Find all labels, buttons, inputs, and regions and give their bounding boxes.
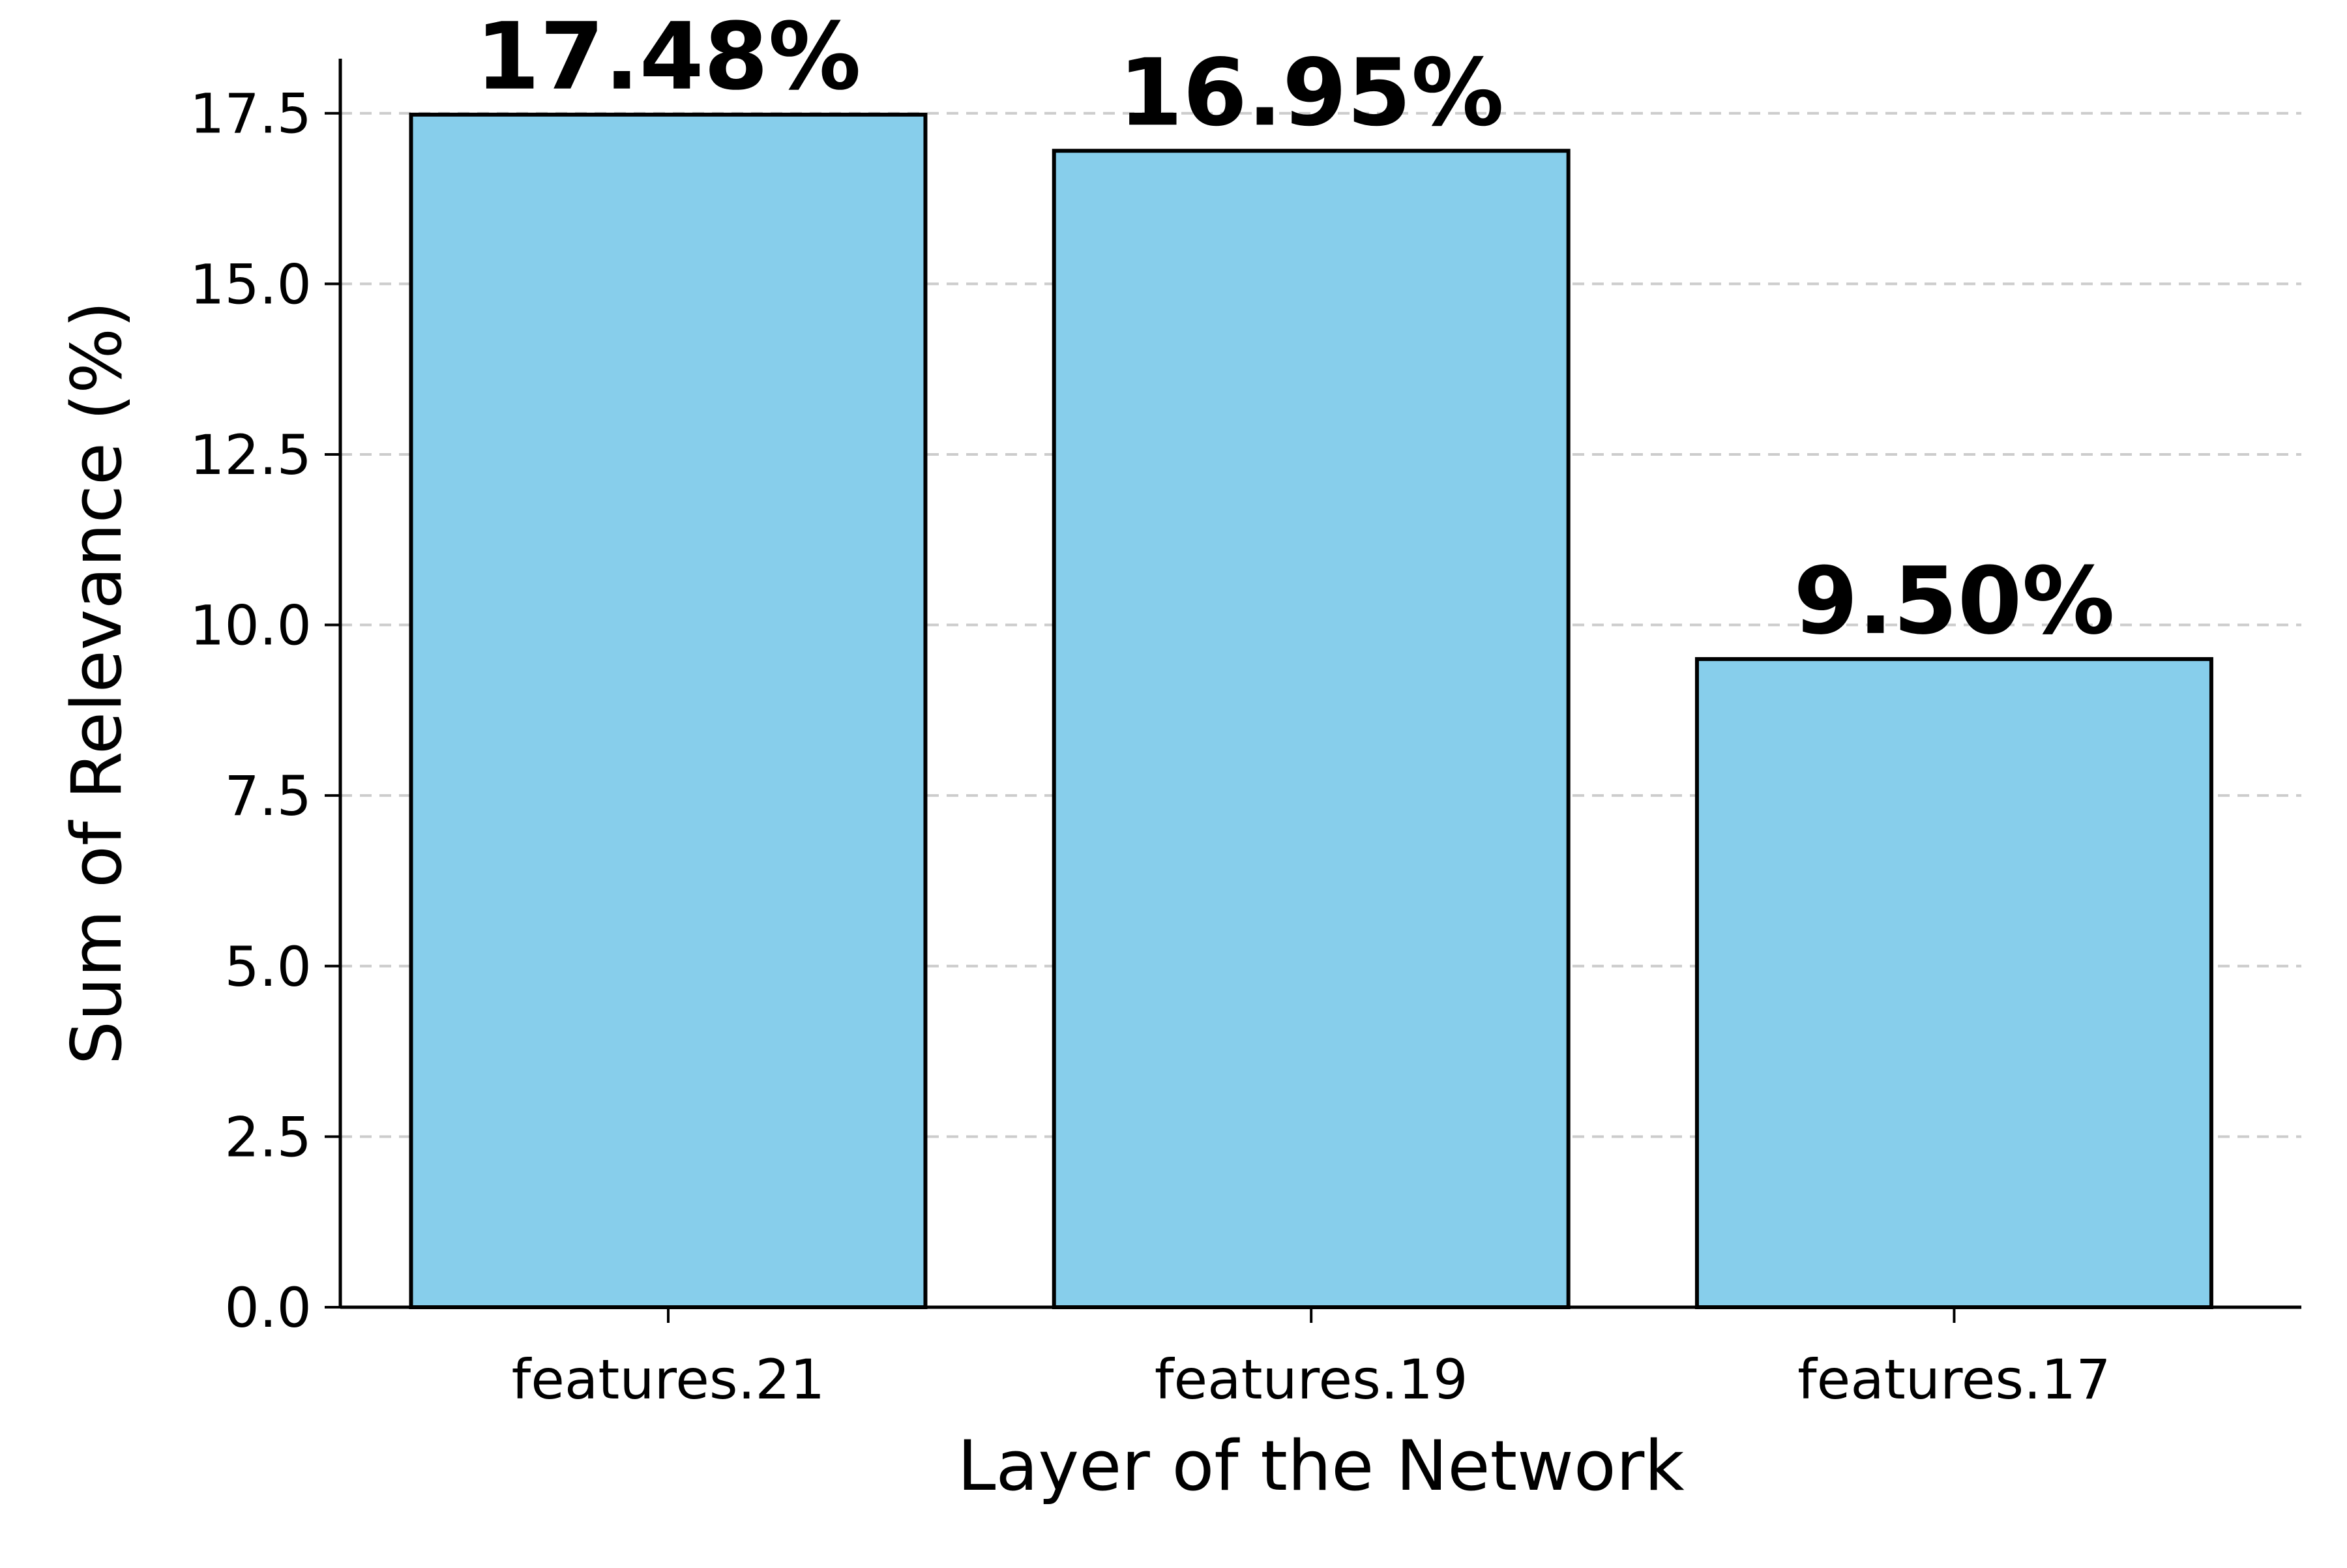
bars [409, 112, 2213, 1310]
y-axis-title: Sum of Relevance (%) [57, 301, 137, 1065]
bar-value-label: 16.95% [1118, 39, 1503, 147]
x-tick-label: features.19 [1155, 1348, 1468, 1412]
bar-features-21 [409, 112, 928, 1310]
x-tick-label: features.17 [1797, 1348, 2111, 1412]
y-tick-label: 17.5 [190, 82, 312, 146]
x-tick-label: features.21 [512, 1348, 825, 1412]
y-tick-label: 15.0 [190, 252, 312, 316]
bar-value-label: 9.50% [1793, 548, 2115, 655]
bar-features-17 [1694, 657, 2213, 1309]
bar-value-label: 17.48% [475, 3, 861, 111]
y-tick-label: 0.0 [224, 1276, 312, 1340]
y-tick-label: 12.5 [190, 423, 312, 487]
y-tick-label: 2.5 [224, 1105, 312, 1169]
y-ticks: 0.0 2.5 5.0 7.5 10.0 12.5 15.0 17.5 [190, 82, 340, 1340]
y-tick-label: 5.0 [224, 935, 312, 999]
x-axis-title: Layer of the Network [957, 1426, 1685, 1506]
y-tick-label: 7.5 [224, 764, 312, 828]
y-tick-label: 10.0 [190, 594, 312, 658]
data-labels: 17.48% 16.95% 9.50% [475, 3, 2114, 655]
x-ticks: features.21 features.19 features.17 [512, 1307, 2111, 1412]
bar-features-19 [1052, 149, 1571, 1309]
